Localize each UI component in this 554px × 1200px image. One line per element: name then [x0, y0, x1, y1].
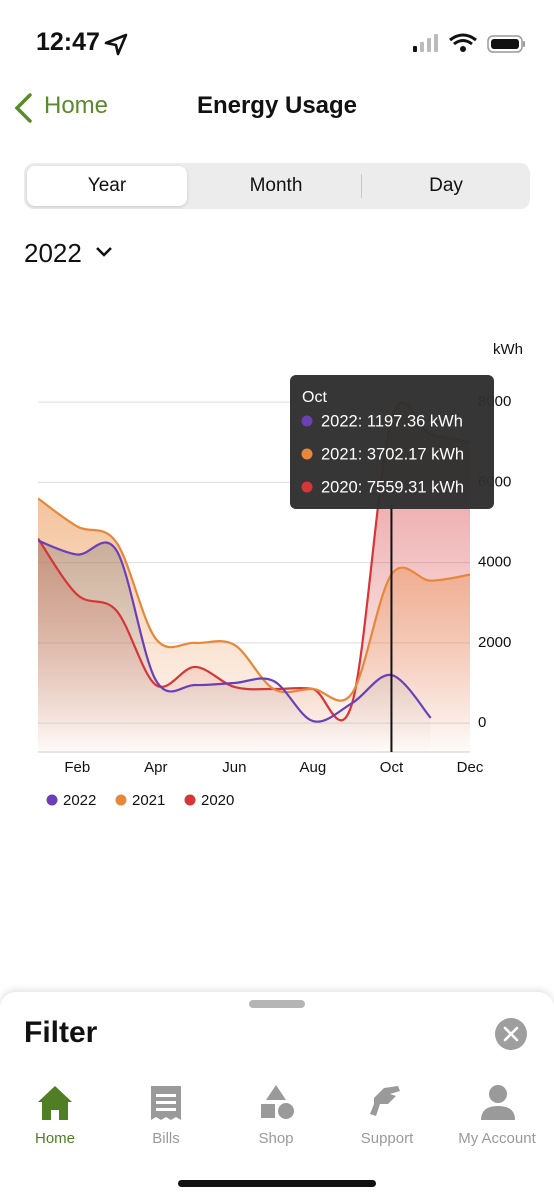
status-time: 12:47: [36, 28, 100, 56]
series-area: [38, 402, 470, 752]
legend-label: 2020: [201, 792, 234, 809]
tab[interactable]: My Account: [458, 1130, 536, 1147]
segment[interactable]: Day: [429, 175, 463, 196]
x-tick-label: Jun: [222, 759, 246, 776]
tab[interactable]: Support: [360, 1130, 414, 1147]
tooltip-line: 2022: 1197.36 kWh: [321, 412, 463, 430]
back-chevron[interactable]: [10, 92, 40, 124]
series-area: [38, 540, 431, 752]
y-tick-label: 0: [478, 714, 486, 731]
y-axis-label: kWh: [493, 341, 523, 358]
year-picker[interactable]: 2022: [24, 238, 82, 268]
tab[interactable]: Shop: [258, 1130, 294, 1147]
segment-divider: [361, 174, 362, 198]
legend-swatch: [115, 794, 127, 806]
series-line: [38, 539, 432, 723]
x-tick-label: Dec: [457, 759, 484, 776]
x-tick-label: Feb: [64, 759, 90, 776]
sheet-handle[interactable]: [249, 1000, 305, 1008]
segmented-control: Year Month Day: [24, 163, 530, 209]
home-indicator: [178, 1180, 376, 1187]
x-tick-label: Aug: [300, 759, 327, 776]
sheet-title: Filter: [24, 1016, 98, 1049]
tooltip-swatch: [301, 481, 313, 493]
y-tick-label: 2000: [478, 634, 511, 651]
x-tick-label: Oct: [380, 759, 404, 776]
legend-swatch: [184, 794, 196, 806]
y-tick-label: 4000: [478, 554, 511, 571]
legend-swatch: [46, 794, 58, 806]
location-icon: [104, 33, 128, 56]
page-title: Energy Usage: [196, 92, 358, 119]
tooltip-title: Oct: [302, 389, 327, 406]
back-button[interactable]: Home: [44, 92, 109, 119]
tooltip-line: 2020: 7559.31 kWh: [321, 478, 464, 496]
tooltip-swatch: [301, 448, 313, 460]
year-chevron[interactable]: [94, 244, 114, 260]
tab-icons: [38, 1085, 515, 1120]
tooltip-swatch: [301, 415, 313, 427]
x-tick-label: Apr: [144, 759, 167, 776]
tab[interactable]: Bills: [152, 1130, 180, 1147]
segment[interactable]: Year: [27, 166, 187, 206]
legend-label: 2022: [63, 792, 96, 809]
tab[interactable]: Home: [34, 1130, 75, 1147]
close-button[interactable]: [494, 1017, 528, 1051]
filter-sheet: Filter Home Bills Shop Support My Accoun…: [0, 992, 554, 1200]
status-icons: [413, 33, 525, 53]
tooltip-line: 2021: 3702.17 kWh: [321, 445, 464, 463]
legend-label: 2021: [132, 792, 165, 809]
tooltip-box: [290, 375, 494, 509]
segment[interactable]: Month: [249, 175, 303, 196]
